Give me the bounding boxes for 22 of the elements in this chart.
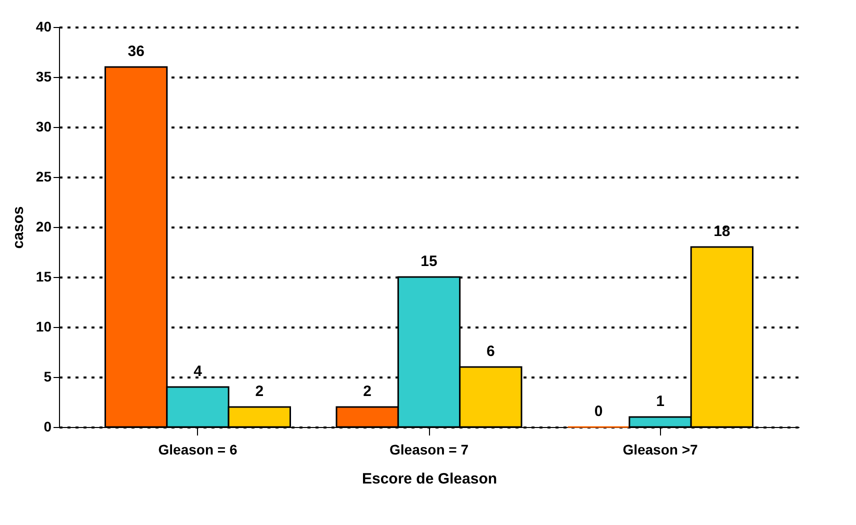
y-tick-label: 25 bbox=[36, 168, 52, 184]
x-tick-label: Gleason >7 bbox=[622, 442, 698, 458]
data-label: 15 bbox=[420, 253, 438, 270]
y-tick-label: 10 bbox=[36, 318, 52, 334]
data-label: 36 bbox=[128, 43, 144, 60]
x-axis-title: Escore de Gleason bbox=[362, 470, 498, 488]
x-tick-label: Gleason = 7 bbox=[390, 442, 469, 458]
data-label: 4 bbox=[194, 363, 203, 380]
data-label: 6 bbox=[486, 343, 495, 360]
y-tick-label: 35 bbox=[36, 68, 52, 84]
y-tick-label: 30 bbox=[36, 118, 52, 134]
x-tick-label: Gleason = 6 bbox=[158, 442, 238, 458]
data-label: 2 bbox=[363, 383, 372, 400]
y-tick-label: 5 bbox=[44, 368, 52, 384]
y-tick-label: 40 bbox=[36, 18, 52, 34]
y-tick-label: 20 bbox=[36, 218, 52, 234]
y-axis-title: casos bbox=[10, 206, 27, 249]
data-label: 0 bbox=[594, 403, 603, 420]
data-label: 2 bbox=[255, 383, 264, 400]
y-tick-label: 15 bbox=[36, 268, 52, 284]
data-label: 1 bbox=[656, 393, 664, 410]
y-tick-label: 0 bbox=[44, 418, 52, 434]
